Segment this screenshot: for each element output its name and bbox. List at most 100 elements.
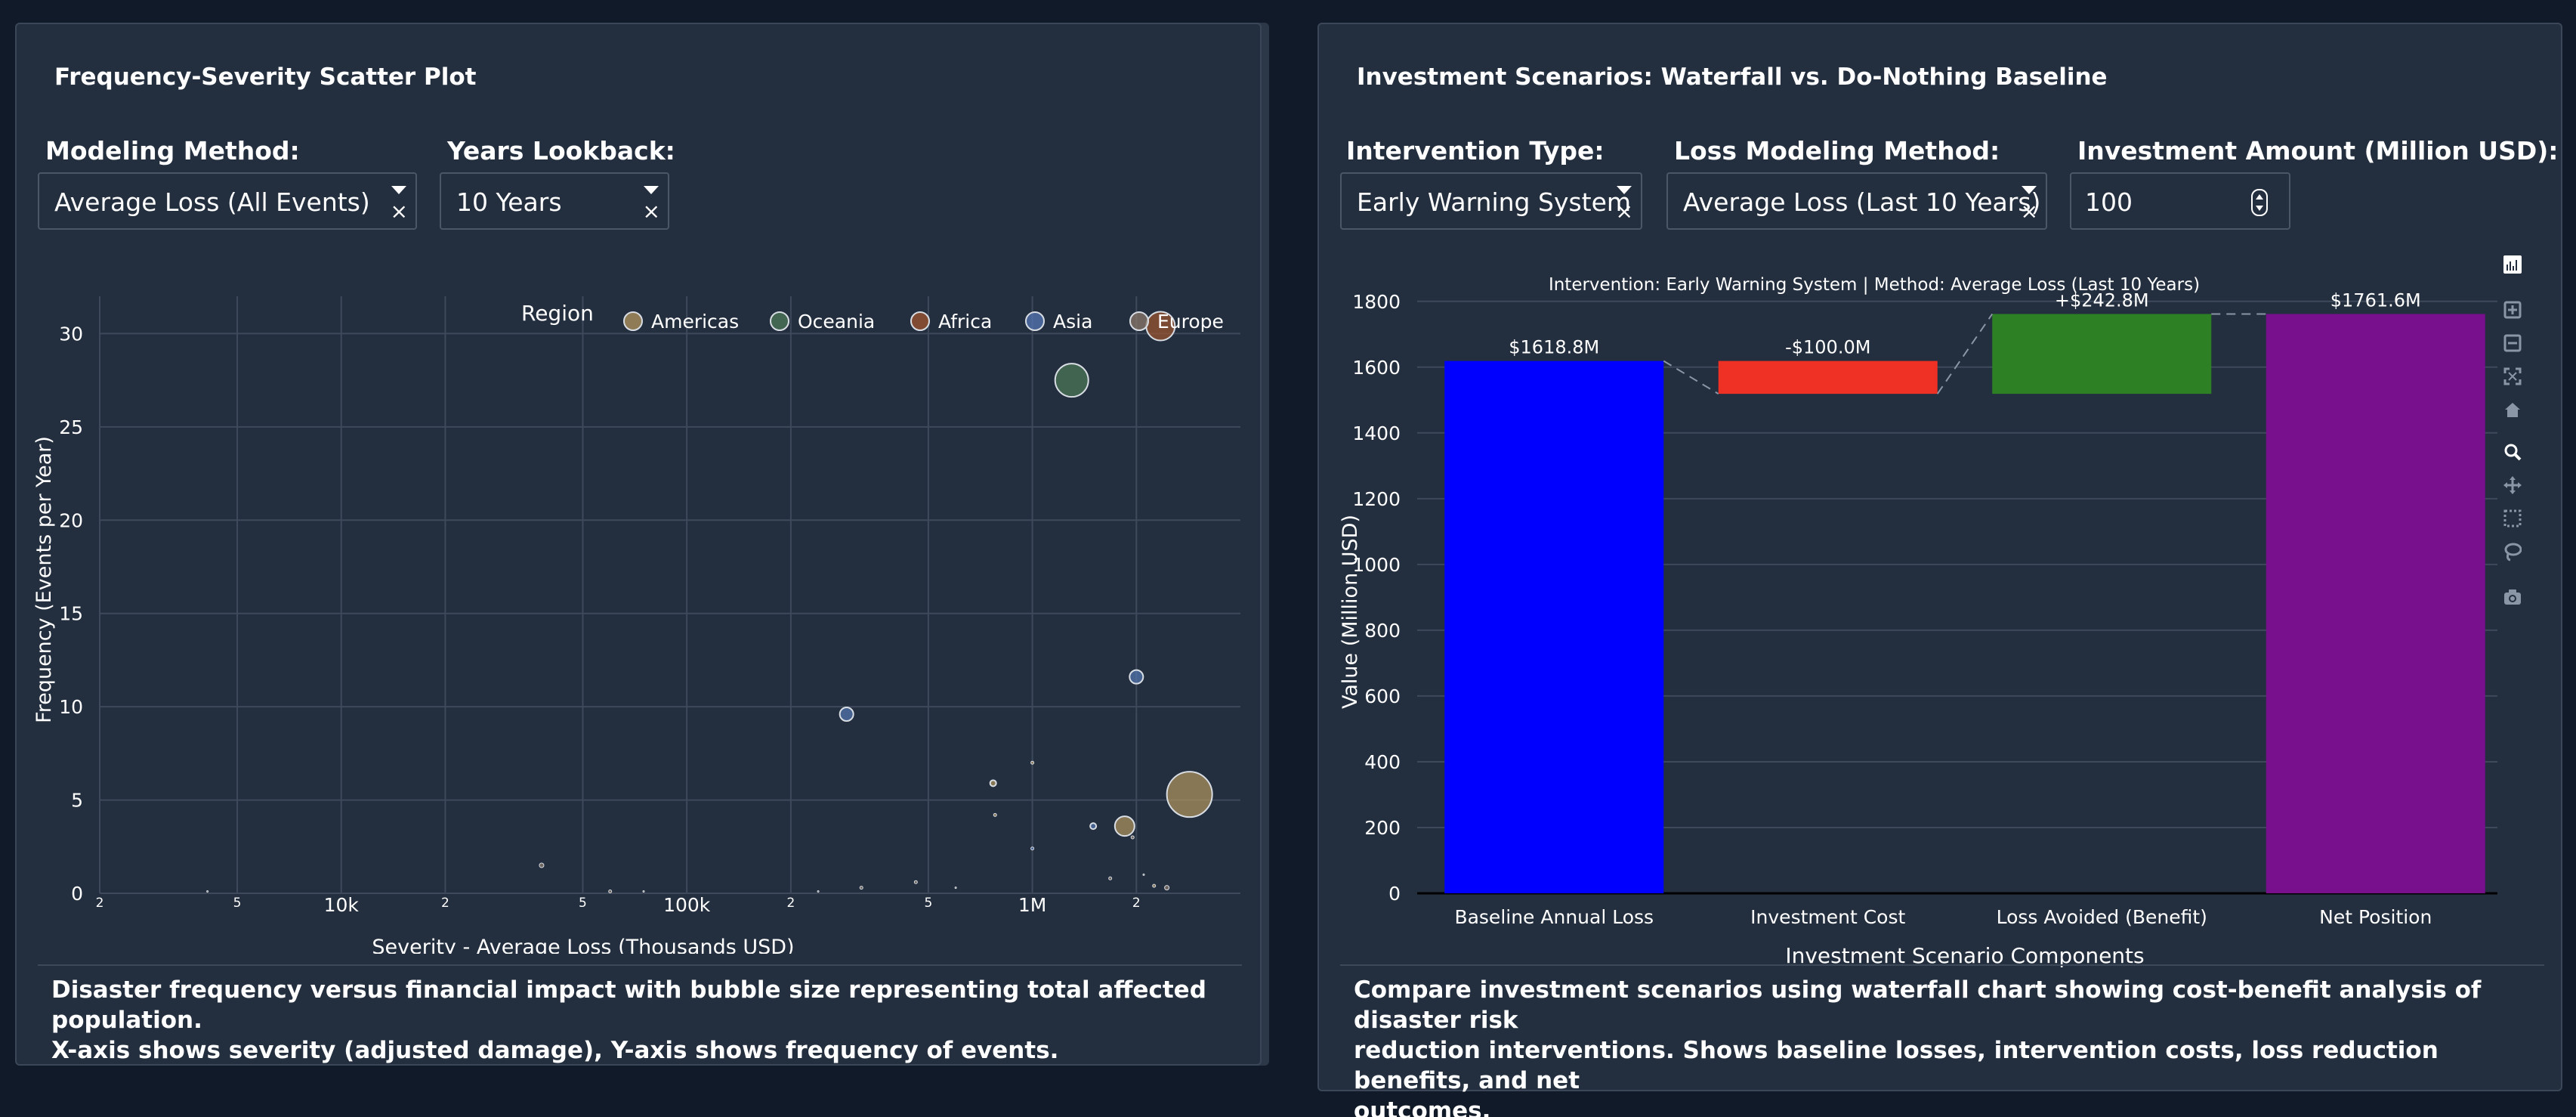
scatter-point[interactable] bbox=[206, 890, 209, 893]
investment-amount-label: Investment Amount (Million USD): bbox=[2077, 136, 2559, 166]
y-tick-label: 1400 bbox=[1352, 422, 1401, 444]
waterfall-bar[interactable] bbox=[1718, 360, 1938, 395]
legend-marker bbox=[770, 311, 789, 331]
scatter-point[interactable] bbox=[859, 886, 863, 890]
y-tick-label: 800 bbox=[1364, 620, 1401, 642]
scatter-description: Disaster frequency versus financial impa… bbox=[51, 975, 1252, 1066]
chevron-down-icon[interactable] bbox=[2022, 186, 2037, 194]
clear-icon[interactable]: × bbox=[642, 199, 660, 224]
loss-modeling-method-dropdown[interactable]: Average Loss (Last 10 Years) × bbox=[1666, 172, 2047, 230]
scatter-point[interactable] bbox=[1129, 669, 1144, 685]
y-tick-label: 600 bbox=[1364, 685, 1401, 707]
loss-modeling-method-value: Average Loss (Last 10 Years) bbox=[1683, 187, 2041, 217]
zoom-icon[interactable] bbox=[2504, 444, 2522, 461]
years-lookback-dropdown[interactable]: 10 Years × bbox=[440, 172, 669, 230]
x-tick-label: 5 bbox=[579, 896, 587, 911]
scatter-point[interactable] bbox=[1030, 760, 1035, 765]
investment-amount-value: 100 bbox=[2085, 187, 2133, 217]
scatter-point[interactable] bbox=[1142, 873, 1145, 876]
x-tick-label: 10k bbox=[324, 894, 360, 916]
scatter-point[interactable] bbox=[839, 707, 854, 722]
scatter-point[interactable] bbox=[954, 886, 957, 890]
waterfall-bar[interactable] bbox=[1992, 314, 2212, 395]
clear-icon[interactable]: × bbox=[390, 199, 408, 224]
x-tick-label: Loss Avoided (Benefit) bbox=[1997, 906, 2207, 928]
x-tick-label: 100k bbox=[663, 894, 711, 916]
scatter-point[interactable] bbox=[642, 890, 645, 893]
x-tick-label: Baseline Annual Loss bbox=[1454, 906, 1654, 928]
scatter-description-line: X-axis shows severity (adjusted damage),… bbox=[51, 1037, 1059, 1064]
legend-item[interactable]: Asia bbox=[1025, 311, 1092, 333]
home-icon[interactable] bbox=[2505, 403, 2520, 417]
scatter-point[interactable] bbox=[993, 812, 997, 817]
x-axis-label: Severity - Average Loss (Thousands USD) bbox=[372, 936, 794, 954]
scatter-point[interactable] bbox=[913, 880, 918, 884]
scatter-point[interactable] bbox=[989, 779, 997, 787]
plotly-logo-icon[interactable] bbox=[2503, 255, 2522, 274]
scatter-point[interactable] bbox=[539, 862, 545, 868]
pan-icon[interactable] bbox=[2503, 476, 2522, 494]
intervention-type-value: Early Warning System bbox=[1357, 187, 1632, 217]
chevron-down-icon[interactable] bbox=[644, 186, 659, 194]
legend-label: Americas bbox=[651, 311, 739, 333]
y-axis-label: Frequency (Events per Year) bbox=[32, 436, 56, 723]
legend-item[interactable]: Americas bbox=[623, 311, 739, 333]
intervention-type-dropdown[interactable]: Early Warning System × bbox=[1340, 172, 1642, 230]
scatter-point[interactable] bbox=[608, 890, 613, 894]
scatter-panel: Frequency-Severity Scatter Plot Modeling… bbox=[15, 23, 1262, 1066]
scatter-point[interactable] bbox=[1113, 815, 1135, 837]
bar-value-label: $1761.6M bbox=[2330, 289, 2421, 311]
legend-marker bbox=[1129, 311, 1149, 331]
zoom-out-icon[interactable] bbox=[2503, 334, 2522, 352]
x-tick-label: 1M bbox=[1018, 894, 1046, 916]
waterfall-description-line: reduction interventions. Shows baseline … bbox=[1354, 1037, 2439, 1094]
y-tick-label: 20 bbox=[59, 509, 83, 531]
chevron-down-icon[interactable] bbox=[1617, 186, 1632, 194]
camera-icon[interactable] bbox=[2504, 589, 2521, 605]
x-tick-label: 5 bbox=[233, 896, 242, 911]
y-tick-label: 15 bbox=[59, 603, 83, 625]
scatter-point[interactable] bbox=[1089, 822, 1098, 831]
y-tick-label: 200 bbox=[1364, 817, 1401, 839]
waterfall-chart[interactable]: Intervention: Early Warning System | Met… bbox=[1319, 251, 2497, 969]
scatter-point[interactable] bbox=[1166, 771, 1213, 818]
waterfall-description-line: Compare investment scenarios using water… bbox=[1354, 976, 2482, 1034]
x-tick-label: 2 bbox=[1132, 896, 1141, 911]
scatter-point[interactable] bbox=[1164, 885, 1170, 891]
y-tick-label: 25 bbox=[59, 416, 83, 438]
scatter-point[interactable] bbox=[1152, 883, 1157, 888]
modeling-method-label: Modeling Method: bbox=[45, 136, 300, 166]
modeling-method-dropdown[interactable]: Average Loss (All Events) × bbox=[38, 172, 417, 230]
scatter-point[interactable] bbox=[1130, 835, 1135, 840]
x-tick-label: Net Position bbox=[2319, 906, 2432, 928]
scatter-point[interactable] bbox=[1054, 363, 1089, 398]
lasso-icon[interactable] bbox=[2504, 543, 2522, 562]
y-tick-label: 400 bbox=[1364, 751, 1401, 773]
zoom-in-icon[interactable] bbox=[2503, 301, 2522, 319]
legend-title: Region bbox=[521, 301, 594, 326]
y-axis-label: Value (Million USD) bbox=[1339, 515, 1362, 709]
y-tick-label: 0 bbox=[1388, 883, 1401, 905]
waterfall-bar[interactable] bbox=[2266, 314, 2485, 893]
y-tick-label: 1800 bbox=[1352, 291, 1401, 313]
y-tick-label: 5 bbox=[71, 790, 83, 812]
clear-icon[interactable]: × bbox=[2020, 199, 2038, 224]
investment-amount-input[interactable]: 100 bbox=[2070, 172, 2290, 230]
scatter-point[interactable] bbox=[1108, 876, 1113, 880]
legend-item[interactable]: Europe bbox=[1129, 311, 1224, 333]
intervention-type-label: Intervention Type: bbox=[1346, 136, 1605, 166]
box-select-icon[interactable] bbox=[2503, 509, 2522, 528]
clear-icon[interactable]: × bbox=[1615, 199, 1633, 224]
legend-item[interactable]: Oceania bbox=[770, 311, 875, 333]
waterfall-bar[interactable] bbox=[1444, 360, 1664, 893]
autoscale-icon[interactable] bbox=[2503, 367, 2522, 385]
modeling-method-value: Average Loss (All Events) bbox=[54, 187, 370, 217]
x-tick-label: Investment Cost bbox=[1750, 906, 1905, 928]
scatter-point[interactable] bbox=[1030, 846, 1035, 851]
stepper-icon[interactable] bbox=[2251, 189, 2268, 216]
scatter-point[interactable] bbox=[817, 890, 820, 893]
chevron-down-icon[interactable] bbox=[391, 186, 406, 194]
legend-marker bbox=[1025, 311, 1045, 331]
legend-item[interactable]: Africa bbox=[910, 311, 992, 333]
